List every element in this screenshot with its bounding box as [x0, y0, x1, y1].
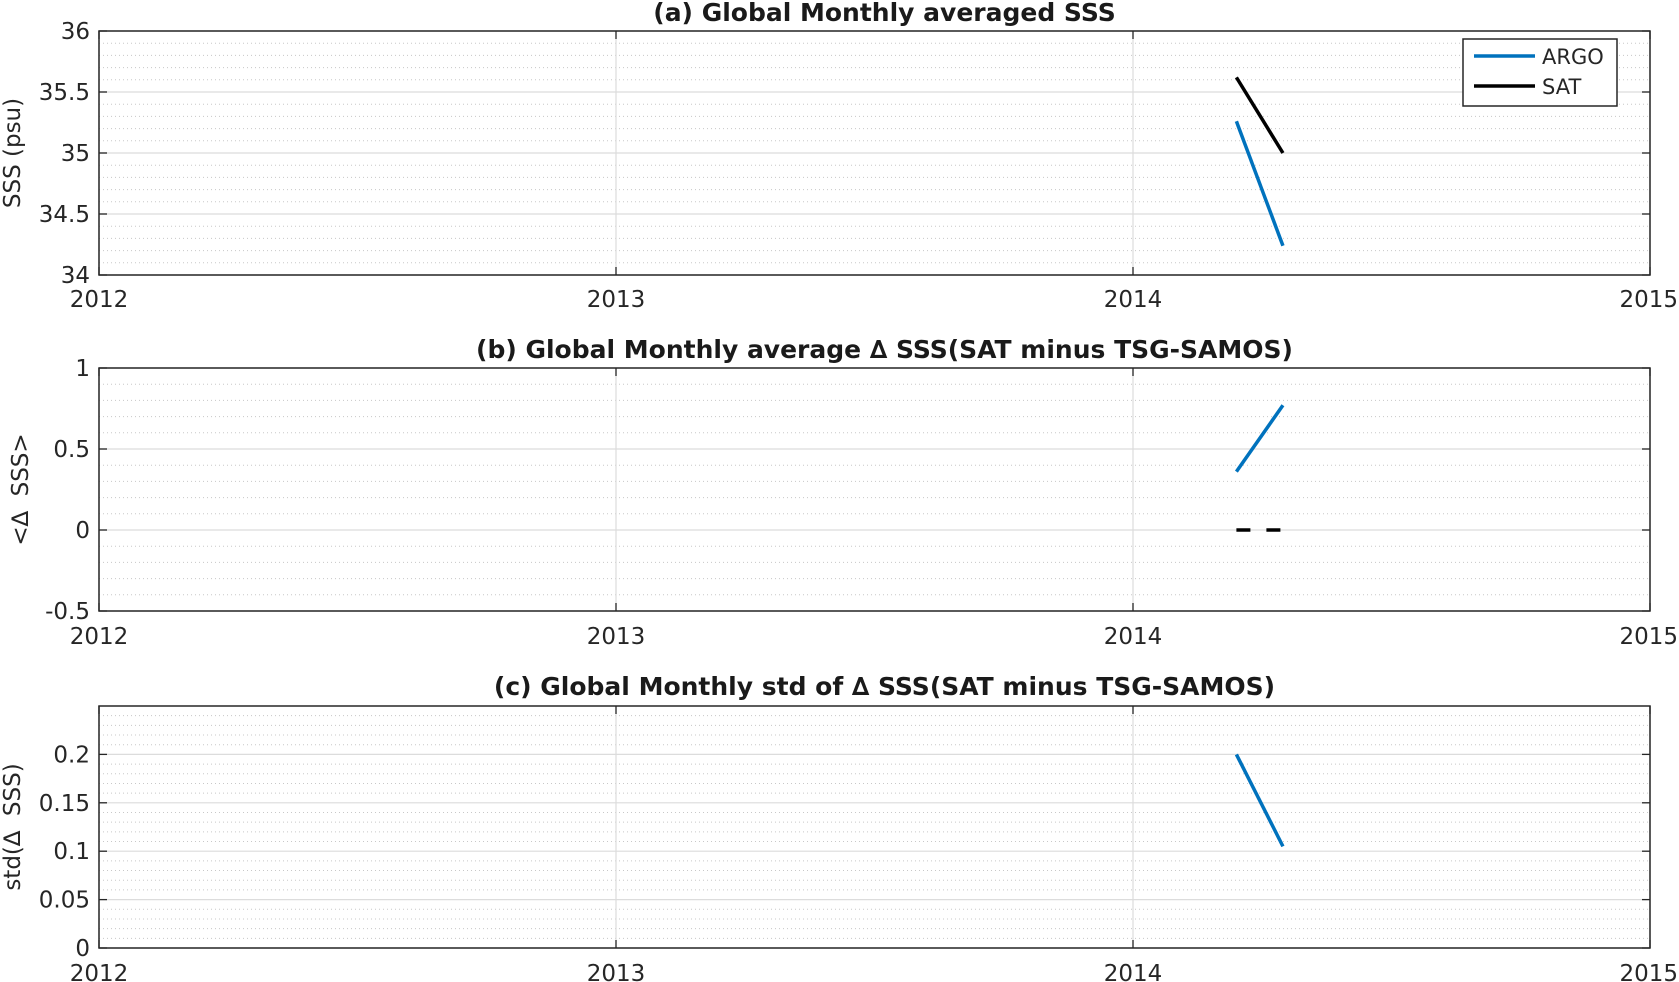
axes-box: [98, 705, 1651, 949]
legend-label: SAT: [1542, 75, 1581, 99]
y-tick-label: 36: [61, 19, 90, 45]
legend-box: [1462, 38, 1618, 107]
y-tick-label: 35.5: [39, 80, 90, 106]
x-tick-label: 2013: [587, 624, 646, 650]
chart-title: (c) Global Monthly std of ∆ SSS(SAT minu…: [494, 672, 1275, 701]
series-line-solid: [1234, 753, 1285, 848]
chart-panel-1: 2012 2013 2014 2015 34 34.5 35 35.5 36 SSS (psu) (…: [0, 0, 1678, 313]
x-tick-label: 2013: [587, 961, 646, 982]
y-axis-label: SSS (psu): [0, 98, 26, 208]
x-tick-label: 2012: [70, 287, 129, 313]
y-tick-label: -0.5: [45, 599, 90, 625]
y-tick-label: 1: [75, 356, 90, 382]
legend-label: ARGO: [1542, 45, 1604, 69]
series-line-solid: [1234, 404, 1285, 473]
y-tick-label: 35: [61, 141, 90, 167]
y-tick-label: 0.5: [53, 437, 90, 463]
y-tick-label: 0.05: [39, 888, 90, 914]
chart-panel-2: 2012 2013 2014 2015 -0.5 0 0.5 1 <∆ SSS> (b) Glob…: [8, 335, 1678, 650]
y-tick-label: 0: [75, 936, 90, 962]
y-tick-label: 34: [61, 263, 90, 289]
y-tick-label: 0.2: [53, 742, 90, 768]
x-tick-label: 2014: [1104, 287, 1163, 313]
chart-title: (b) Global Monthly average ∆ SSS(SAT min…: [476, 335, 1293, 364]
x-tick-label: 2015: [1619, 287, 1678, 313]
series-line-sat: [1234, 76, 1285, 154]
plot-area: [99, 368, 1650, 611]
y-tick-label: 0: [75, 518, 90, 544]
y-axis-label: std(∆ SSS): [0, 763, 26, 890]
chart-title: (a) Global Monthly averaged SSS: [653, 0, 1115, 27]
x-tick-label: 2012: [70, 961, 129, 982]
chart-panel-3: 2012 2013 2014 2015 0 0.05 0.1 0.15 0.2 std(∆ SSS…: [0, 672, 1678, 982]
x-tick-label: 2015: [1619, 624, 1678, 650]
x-tick-label: 2012: [70, 624, 129, 650]
x-tick-label: 2013: [587, 287, 646, 313]
series-line-argo: [1234, 120, 1285, 247]
plot-area: [99, 706, 1650, 948]
y-tick-label: 34.5: [39, 202, 90, 228]
legend: ARGO SAT: [1462, 38, 1618, 107]
y-tick-label: 0.1: [53, 839, 90, 865]
x-tick-label: 2015: [1619, 961, 1678, 982]
x-tick-label: 2014: [1104, 961, 1163, 982]
y-tick-label: 0.15: [39, 791, 90, 817]
y-axis-label: <∆ SSS>: [8, 433, 34, 545]
axes-box: [98, 367, 1651, 612]
x-tick-label: 2014: [1104, 624, 1163, 650]
